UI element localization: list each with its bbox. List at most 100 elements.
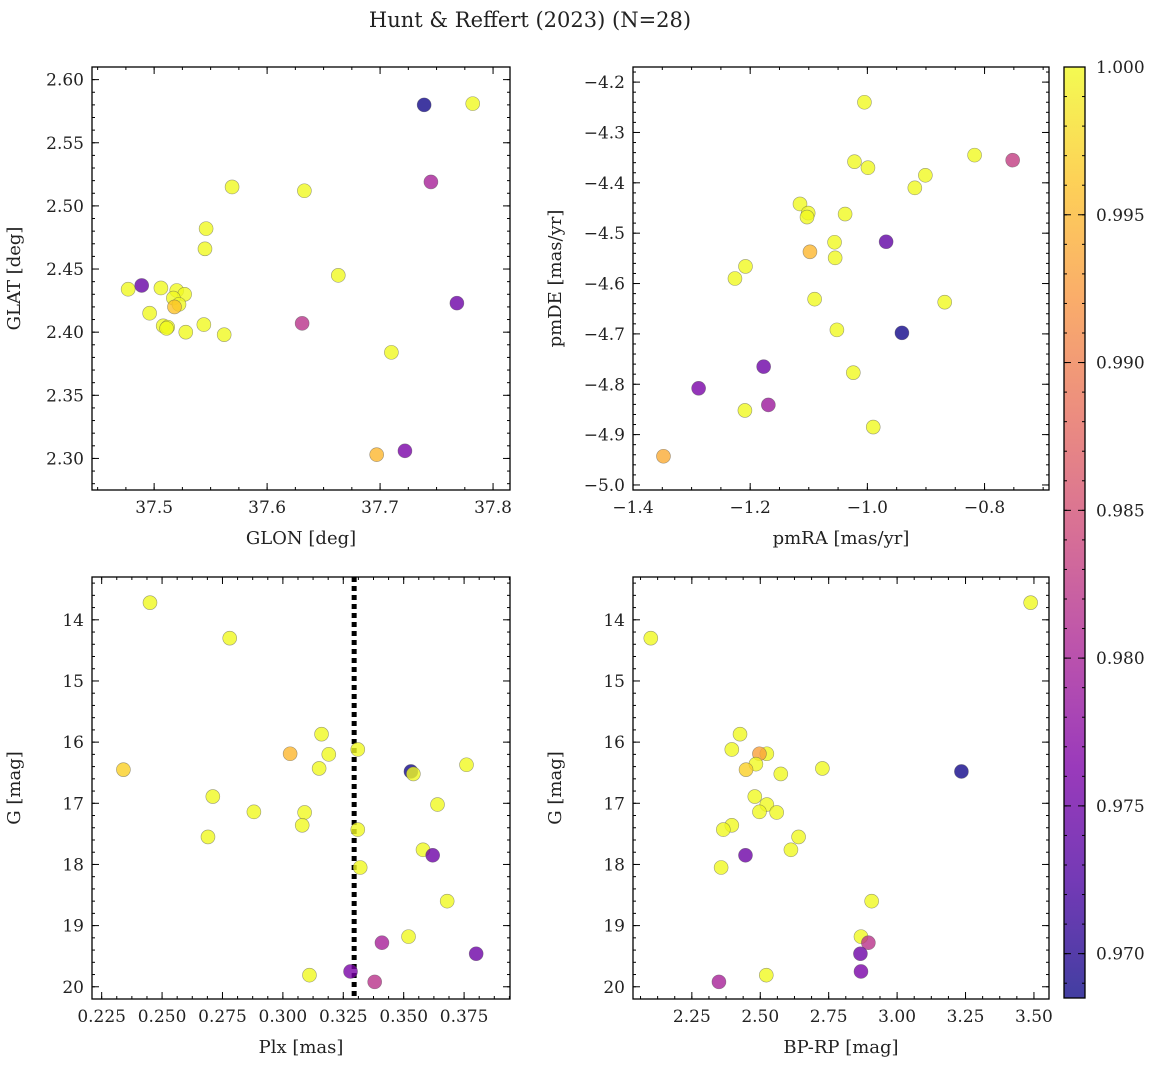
data-point [738, 762, 754, 777]
data-point [224, 179, 240, 195]
axes-frame [632, 576, 1050, 1000]
colorbar: 0.970 0.975 0.980 0.985 0.990 0.995 1.000 [1063, 58, 1145, 999]
data-point [937, 294, 953, 310]
y-tick-label: −4.3 [584, 123, 625, 143]
data-point [1005, 152, 1020, 168]
data-point [311, 761, 327, 776]
data-point [711, 974, 727, 990]
data-point [416, 97, 432, 113]
y-tick-label: −4.2 [584, 73, 625, 93]
y-tick-label: −4.8 [584, 375, 625, 395]
data-point [465, 96, 481, 111]
x-axis-label: pmRA [mas/yr] [773, 528, 910, 549]
y-axis-label: pmDE [mas/yr] [545, 210, 566, 348]
y-tick-label: −5.0 [584, 476, 625, 496]
data-point [330, 268, 346, 283]
colorbar-tick-label: 0.990 [1096, 354, 1145, 374]
data-point [783, 842, 799, 858]
data-point [747, 789, 763, 804]
data-point [297, 805, 312, 820]
x-tick-label: 37.6 [248, 498, 286, 518]
data-point [827, 234, 842, 250]
data-point [321, 747, 337, 762]
data-point [297, 183, 312, 199]
data-point [807, 291, 822, 307]
data-point [200, 829, 216, 845]
x-tick-label: 0.325 [319, 1007, 368, 1027]
x-axis-label: Plx [mas] [259, 1037, 344, 1058]
x-tick-label: 2.50 [741, 1007, 779, 1027]
data-point [352, 860, 368, 875]
axes-frame [91, 66, 511, 491]
data-point [406, 766, 421, 782]
y-tick-label: 20 [603, 978, 625, 998]
axes-frame [91, 576, 511, 1000]
data-point [167, 299, 182, 315]
data-point [918, 167, 933, 183]
data-point [847, 154, 862, 169]
y-tick-label: 19 [62, 917, 84, 937]
x-tick-label: 37.5 [135, 498, 173, 518]
x-tick-label: 0.375 [440, 1007, 489, 1027]
colorbar-tick-label: 0.980 [1096, 649, 1145, 669]
data-point [865, 419, 881, 435]
data-point [827, 250, 843, 266]
data-point [846, 365, 861, 380]
x-tick-label: 0.350 [379, 1007, 428, 1027]
data-point [159, 321, 174, 336]
data-point [829, 322, 845, 338]
data-point [197, 241, 213, 257]
y-tick-label: −4.9 [584, 426, 625, 446]
y-axis-label: G [mag] [4, 751, 25, 824]
data-point [1023, 595, 1038, 610]
data-point [954, 764, 969, 779]
x-axis-label: BP-RP [mag] [783, 1037, 898, 1058]
y-tick-label: 2.50 [46, 197, 84, 217]
data-point [369, 447, 384, 462]
y-tick-label: 2.40 [46, 323, 84, 343]
data-point [727, 271, 743, 286]
data-point [196, 317, 212, 332]
data-point [837, 206, 853, 222]
x-tick-label: −1.2 [730, 498, 771, 518]
data-point [773, 766, 789, 782]
data-point [439, 893, 455, 909]
y-tick-label: 14 [62, 611, 84, 631]
colorbar-gradient [1064, 67, 1085, 998]
data-point [815, 761, 830, 776]
data-point [656, 448, 671, 464]
y-tick-label: 20 [62, 978, 84, 998]
x-tick-label: −1.0 [847, 498, 888, 518]
data-point [738, 847, 753, 863]
data-point [878, 234, 894, 250]
panel-bprp-g: 2.25 2.50 2.75 3.00 3.25 3.50 14 15 16 17 18 19 20 BP… [545, 576, 1053, 1058]
data-point [756, 359, 771, 374]
y-tick-label: 15 [603, 672, 625, 692]
data-point [178, 324, 194, 340]
data-point [857, 94, 872, 110]
data-point [116, 762, 131, 777]
y-tick-label: 18 [603, 855, 625, 875]
data-point [907, 180, 923, 196]
y-tick-label: 15 [62, 672, 84, 692]
y-tick-label: 17 [62, 794, 84, 814]
data-point [282, 746, 298, 762]
data-point [367, 974, 382, 990]
data-point [967, 147, 982, 163]
data-point [643, 630, 659, 646]
figure-title: Hunt & Reffert (2023) (N=28) [369, 8, 691, 32]
data-point [142, 595, 158, 610]
y-tick-label: 18 [62, 855, 84, 875]
y-tick-label: 2.55 [46, 134, 84, 154]
panel-plx-g: 0.225 0.250 0.275 0.300 0.325 0.350 0.375 14 15 1… [4, 576, 511, 1058]
data-point [153, 280, 169, 296]
y-axis-label: GLAT [deg] [4, 227, 25, 331]
data-point [350, 742, 366, 757]
y-tick-label: 2.30 [46, 449, 84, 469]
colorbar-tick-label: 1.000 [1096, 58, 1145, 78]
data-point [302, 967, 317, 983]
data-point [791, 829, 806, 845]
y-tick-label: −4.5 [584, 224, 625, 244]
data-point [738, 259, 753, 274]
